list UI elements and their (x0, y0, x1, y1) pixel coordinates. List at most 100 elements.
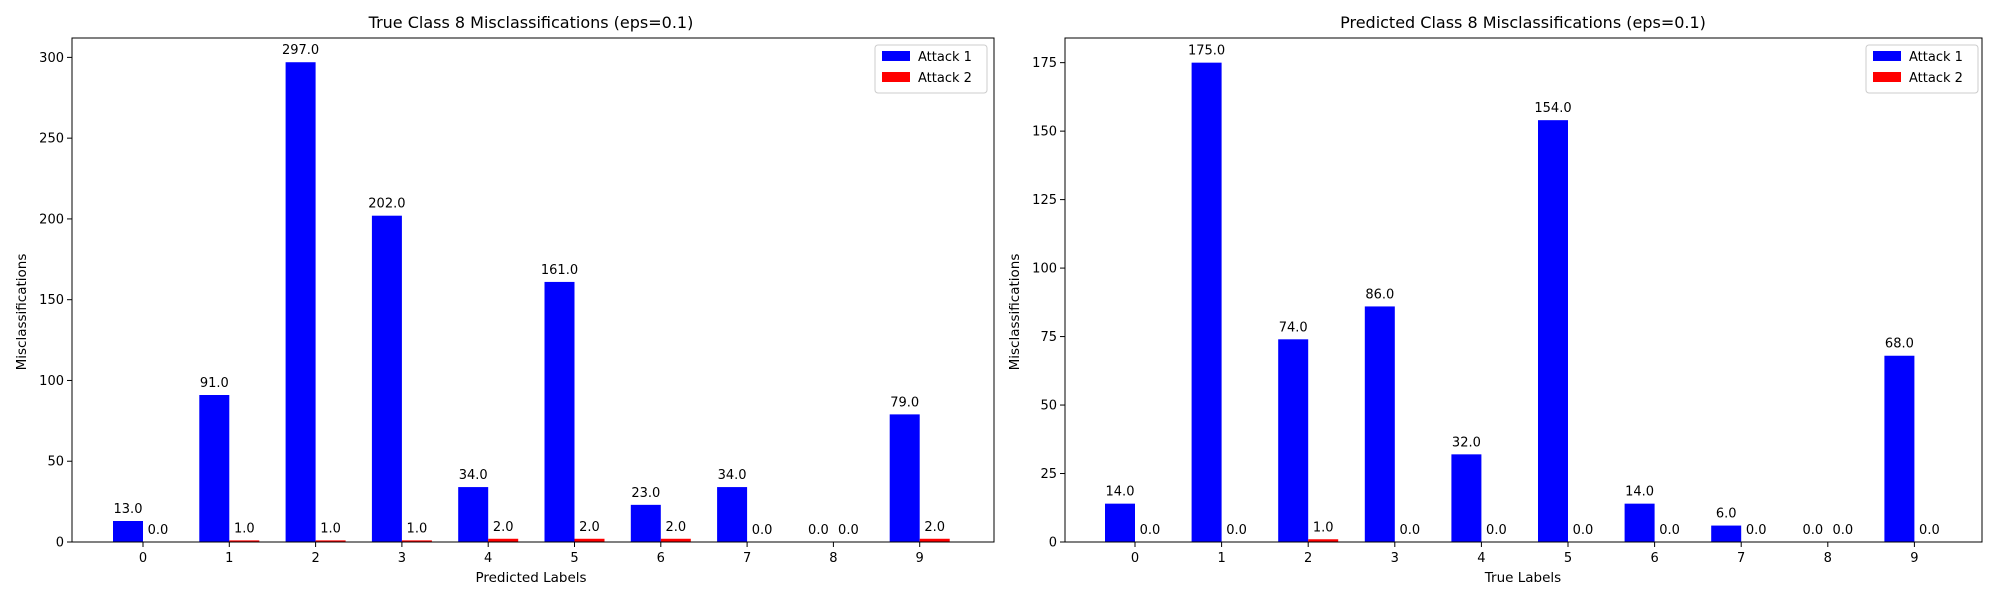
y-tick-label: 150 (1032, 125, 1057, 140)
x-tick-label: 4 (1477, 551, 1485, 566)
bar-attack-1-0 (113, 521, 143, 542)
x-axis-label: Predicted Labels (475, 570, 586, 586)
bar-value-label: 1.0 (320, 521, 341, 536)
bar-value-label: 1.0 (407, 521, 428, 536)
bar-value-label: 23.0 (631, 486, 660, 501)
bar-attack-1-9 (1884, 355, 1915, 542)
y-axis-label: Misclassifications (1007, 254, 1023, 371)
x-tick-label: 6 (657, 551, 665, 566)
y-tick-label: 250 (39, 132, 64, 147)
legend: Attack 1 Attack 2 (1865, 44, 1979, 94)
x-tick-label: 8 (1824, 551, 1832, 566)
bar-attack-2-9 (919, 538, 950, 542)
legend-label-attack-2: Attack 2 (918, 71, 972, 86)
bar-value-label: 0.0 (1832, 523, 1853, 538)
y-tick-label: 100 (39, 374, 64, 389)
bar-attack-1-1 (199, 395, 230, 542)
bar-value-label: 34.0 (459, 468, 488, 483)
bar-value-label: 0.0 (838, 523, 859, 538)
y-tick-label: 50 (1040, 399, 1057, 414)
bar-value-label: 2.0 (665, 520, 686, 535)
legend-swatch-attack-1 (1873, 51, 1901, 61)
x-tick-label: 9 (1910, 551, 1918, 566)
x-ticks-group: 0 1 2 3 4 5 6 7 8 9 (139, 542, 924, 566)
y-tick-label: 125 (1032, 193, 1057, 208)
bars-group (113, 62, 950, 542)
bar-attack-1-5 (1538, 120, 1568, 542)
y-ticks-group: 0 25 50 75 100 125 150 175 (1032, 56, 1065, 551)
x-tick-label: 0 (139, 551, 147, 566)
x-tick-label: 5 (570, 551, 578, 566)
y-tick-label: 0 (1049, 536, 1057, 551)
legend-swatch-attack-1 (882, 51, 910, 61)
bar-value-label: 79.0 (890, 395, 919, 410)
y-tick-label: 100 (1032, 262, 1057, 277)
bar-value-label: 202.0 (368, 197, 405, 212)
bar-attack-1-4 (1451, 454, 1482, 542)
bar-value-label: 297.0 (282, 43, 319, 58)
bar-attack-1-2 (1278, 339, 1309, 542)
bar-value-label: 0.0 (1802, 523, 1823, 538)
chart-title: Predicted Class 8 Misclassifications (ep… (1340, 13, 1706, 32)
x-tick-label: 6 (1650, 551, 1658, 566)
bar-attack-1-5 (544, 281, 575, 542)
bar-attack-1-4 (458, 487, 489, 542)
bar-attack-1-2 (285, 62, 316, 542)
bar-value-label: 0.0 (1573, 523, 1594, 538)
y-tick-label: 50 (47, 455, 64, 470)
bar-attack-1-0 (1105, 503, 1135, 542)
bar-value-label: 1.0 (1313, 520, 1334, 535)
y-tick-label: 150 (39, 293, 64, 308)
x-tick-label: 9 (916, 551, 924, 566)
bar-attack-1-3 (1364, 306, 1395, 542)
legend: Attack 1 Attack 2 (874, 44, 988, 94)
plot-frame (1064, 37, 1983, 543)
y-tick-label: 200 (39, 212, 64, 227)
bar-value-label: 2.0 (579, 520, 600, 535)
bar-value-label: 0.0 (808, 523, 829, 538)
x-tick-label: 4 (484, 551, 492, 566)
bar-labels-group: 13.0 0.0 91.0 1.0 297.0 1.0 202.0 1.0 34.0 2.0 161… (114, 43, 946, 538)
bar-value-label: 14.0 (1106, 485, 1135, 500)
legend-swatch-attack-2 (1873, 72, 1901, 82)
legend-swatch-attack-2 (882, 72, 910, 82)
bar-labels-group: 14.0 0.0 175.0 0.0 74.0 1.0 86.0 0.0 32.0 0.0 154.… (1106, 44, 1940, 538)
y-tick-label: 0 (56, 536, 64, 551)
chart-predicted-class-8: Predicted Class 8 Misclassifications (ep… (1007, 13, 1983, 586)
x-tick-label: 1 (1217, 551, 1225, 566)
x-tick-label: 2 (311, 551, 319, 566)
bar-attack-2-6 (660, 538, 691, 542)
bar-value-label: 91.0 (200, 376, 229, 391)
plot-frame (71, 37, 995, 543)
bar-attack-2-2 (1308, 539, 1339, 542)
bar-attack-1-6 (630, 504, 661, 542)
bar-value-label: 161.0 (541, 263, 578, 278)
bar-value-label: 0.0 (752, 523, 773, 538)
bar-attack-2-3 (401, 540, 432, 542)
bar-value-label: 0.0 (1140, 523, 1161, 538)
bar-value-label: 1.0 (234, 521, 255, 536)
chart-true-class-8: True Class 8 Misclassifications (eps=0.1… (14, 13, 995, 586)
y-tick-label: 25 (1040, 467, 1057, 482)
chart-title: True Class 8 Misclassifications (eps=0.1… (368, 13, 694, 32)
legend-label-attack-1: Attack 1 (918, 50, 972, 65)
bar-value-label: 175.0 (1188, 44, 1225, 59)
bar-attack-1-3 (371, 215, 402, 542)
x-tick-label: 3 (1391, 551, 1399, 566)
bar-value-label: 0.0 (1919, 523, 1940, 538)
bar-value-label: 0.0 (148, 523, 169, 538)
y-tick-label: 175 (1032, 56, 1057, 71)
x-tick-label: 7 (743, 551, 751, 566)
bar-value-label: 0.0 (1746, 523, 1767, 538)
y-tick-label: 75 (1040, 330, 1057, 345)
y-ticks-group: 0 50 100 150 200 250 300 (39, 51, 72, 551)
bar-value-label: 0.0 (1399, 523, 1420, 538)
bar-attack-2-2 (315, 540, 346, 542)
x-tick-label: 0 (1131, 551, 1139, 566)
x-tick-label: 8 (829, 551, 837, 566)
bar-attack-2-1 (229, 540, 260, 542)
bar-attack-1-9 (889, 414, 920, 542)
bar-value-label: 14.0 (1625, 485, 1654, 500)
bar-attack-2-5 (574, 538, 605, 542)
